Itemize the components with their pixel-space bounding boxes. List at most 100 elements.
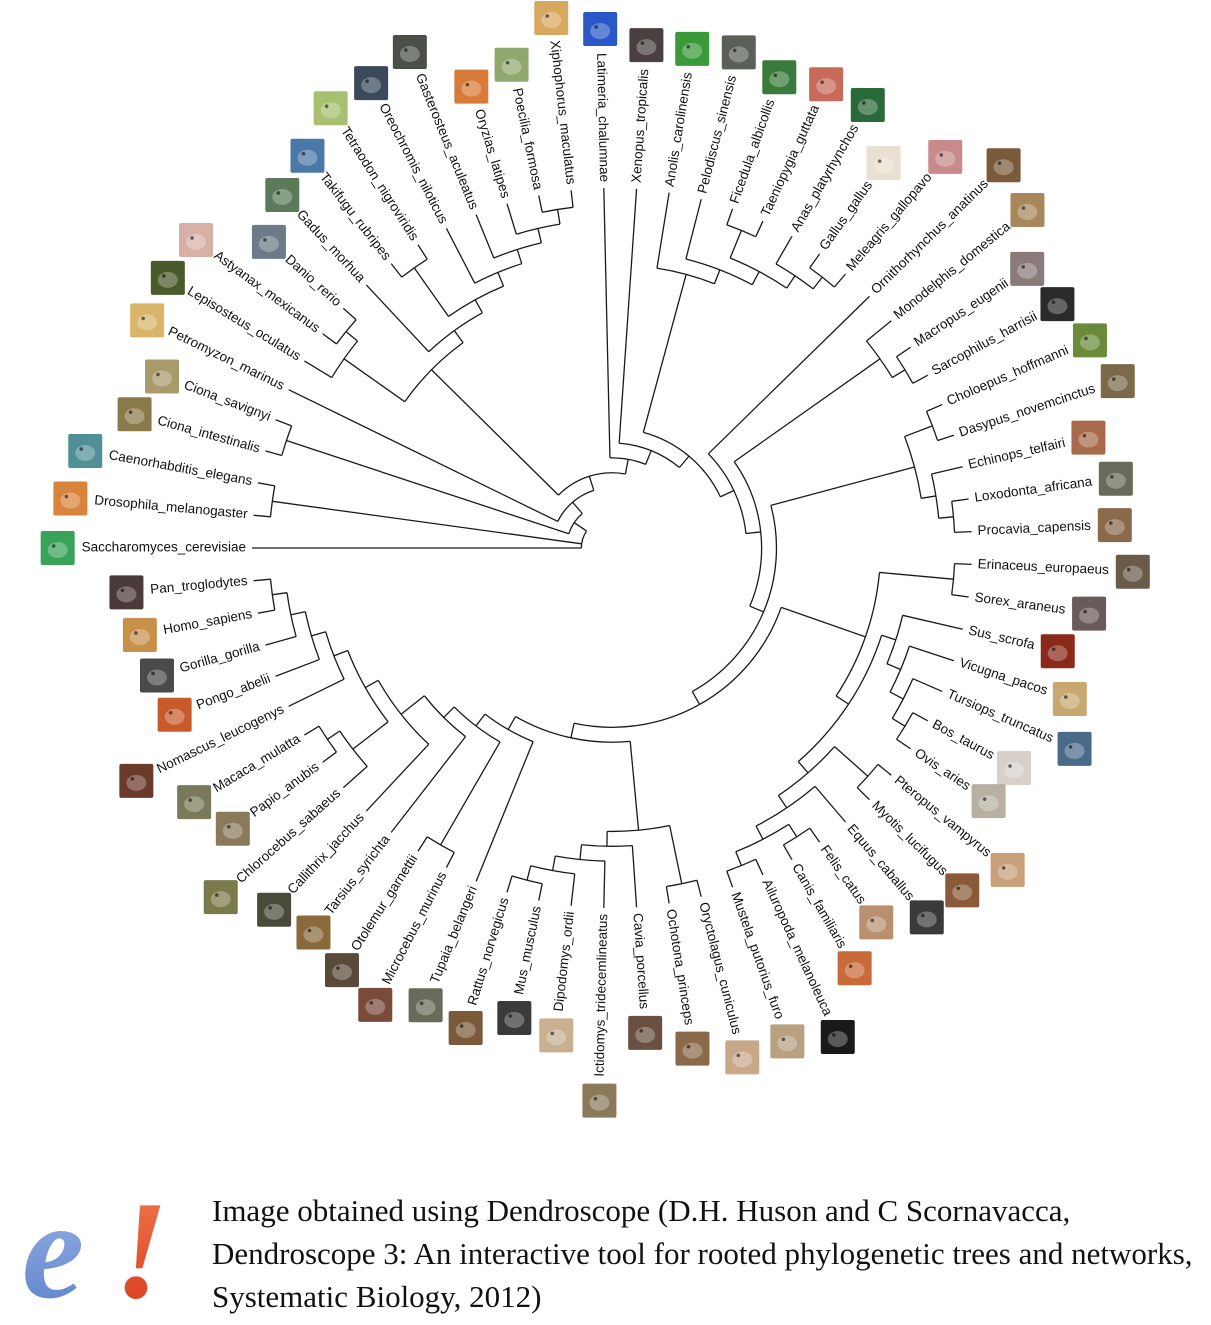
- branch-segment: [931, 466, 963, 475]
- branch-segment: [365, 284, 430, 353]
- yeast-cell-icon: [40, 531, 75, 565]
- branch-segment: [551, 855, 556, 871]
- cavefish-icon: [179, 222, 214, 257]
- branch-arc: [474, 263, 522, 284]
- roundworm-icon: [68, 433, 103, 468]
- branch-segment: [937, 434, 955, 442]
- gar-icon: [150, 260, 185, 295]
- frog-icon: [629, 28, 664, 63]
- branch-segment: [304, 725, 320, 736]
- branch-segment: [603, 188, 611, 458]
- branch-segment: [902, 614, 963, 630]
- branch-segment: [938, 516, 954, 519]
- branch-arc: [778, 746, 836, 797]
- taxon-label: Xiphophorus_maculatus: [547, 40, 578, 186]
- branch-segment: [417, 836, 428, 852]
- branch-arc: [511, 875, 543, 885]
- branch-arc: [557, 489, 595, 522]
- branch-arc: [865, 340, 893, 378]
- branch-segment: [453, 330, 464, 344]
- branch-segment: [516, 249, 523, 264]
- branch-segment: [912, 678, 943, 693]
- branch-segment: [272, 592, 288, 596]
- chicken-icon: [866, 146, 901, 181]
- shrew-icon: [1072, 596, 1107, 631]
- taxon-label: Ciona_intestinalis: [156, 413, 262, 456]
- taxon-label: Pan_troglodytes: [150, 573, 249, 597]
- branch-arc: [426, 836, 455, 854]
- branch-segment: [678, 455, 690, 468]
- taxon-label: Sus_scrofa: [967, 622, 1037, 652]
- taxon-label: Ovis_aries: [912, 745, 973, 793]
- taxon-label: Dipodomys_ordii: [551, 911, 577, 1013]
- branch-segment: [570, 190, 574, 208]
- taxon-labels: Saccharomyces_cerevisiae Drosophila_melan…: [82, 40, 1110, 1077]
- tasmanian-devil-icon: [1040, 287, 1075, 322]
- branch-arc: [835, 572, 881, 697]
- taxon-label: Echinops_telfairi: [967, 435, 1067, 472]
- branch-segment: [809, 827, 821, 843]
- branch-segment: [733, 358, 881, 463]
- tilapia-icon: [354, 66, 389, 101]
- duck-icon: [850, 87, 885, 122]
- branch-segment: [365, 743, 430, 812]
- branch-segment: [755, 220, 764, 237]
- taxon-label: Cavia_porcellus: [630, 913, 652, 1010]
- panda-icon: [820, 1020, 855, 1055]
- branch-segment: [835, 695, 849, 705]
- branch-segment: [669, 825, 683, 884]
- taxon-label: Rattus_norvegicus: [465, 895, 512, 1007]
- branch-arc: [896, 356, 914, 384]
- taxon-label: Pongo_abelii: [194, 670, 272, 712]
- branch-segment: [343, 358, 406, 403]
- branch-segment: [537, 228, 542, 244]
- taxon-label: Drosophila_melanogaster: [94, 492, 249, 521]
- branch-segment: [726, 870, 734, 888]
- lamprey-icon: [130, 303, 165, 338]
- vervet-icon: [203, 880, 238, 915]
- branch-segment: [770, 466, 915, 507]
- branch-segment: [365, 679, 379, 689]
- alpaca-icon: [1052, 682, 1087, 717]
- sea-squirt-icon: [145, 359, 180, 394]
- branch-segment: [786, 275, 796, 289]
- branch-segment: [304, 360, 333, 379]
- branch-segment: [665, 886, 670, 904]
- mouse-lemur-icon: [358, 987, 393, 1022]
- baboon-icon: [215, 811, 250, 846]
- branch-segment: [896, 346, 912, 358]
- taxon-label: Bos_taurus: [930, 716, 997, 762]
- branch-arc: [733, 461, 763, 607]
- taxon-label: Sorex_araneus: [974, 589, 1067, 616]
- branch-segment: [474, 299, 483, 314]
- branch-segment: [538, 195, 543, 213]
- molly-icon: [494, 47, 529, 82]
- logo-e-glyph: e: [22, 1179, 84, 1319]
- branch-segment: [886, 663, 901, 671]
- branch-segment: [656, 192, 670, 269]
- branch-arc: [925, 411, 939, 441]
- branch-arc: [726, 224, 757, 238]
- marmoset-icon: [257, 892, 292, 927]
- macaque-icon: [177, 785, 212, 820]
- branch-arc: [493, 242, 542, 259]
- branch-segment: [912, 712, 929, 722]
- gorilla-icon: [139, 658, 174, 693]
- taxon-label: Ochotona_princeps: [664, 908, 697, 1026]
- branch-segment: [751, 271, 760, 286]
- branch-segment: [879, 571, 954, 580]
- branch-segment: [265, 450, 282, 457]
- branch-arc: [557, 472, 626, 496]
- branch-segment: [814, 785, 846, 823]
- branch-segment: [390, 736, 467, 833]
- zebrafish-icon: [251, 224, 286, 259]
- branch-arc: [448, 285, 504, 317]
- branch-segment: [257, 609, 275, 614]
- branch-arc: [401, 258, 428, 278]
- branch-segment: [866, 320, 892, 342]
- taxon-label: Gorilla_gorilla: [178, 638, 262, 675]
- branch-segment: [526, 865, 532, 881]
- taxon-label: Oryctolagus_cuniculus: [696, 900, 744, 1036]
- branch-arc: [726, 858, 757, 872]
- taxon-label: Homo_sapiens: [162, 606, 254, 637]
